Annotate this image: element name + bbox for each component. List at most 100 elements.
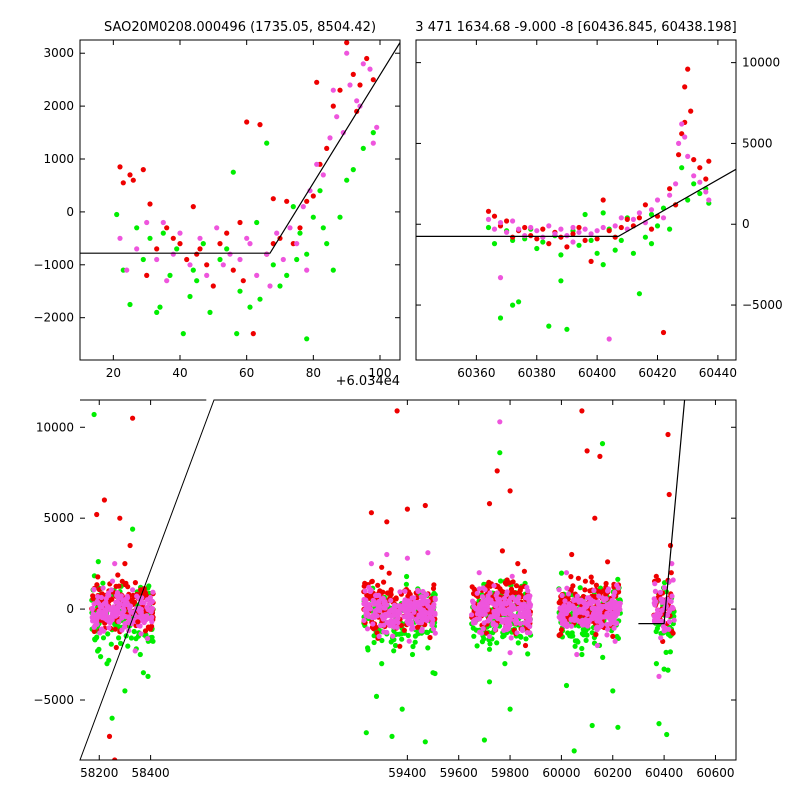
data-point xyxy=(679,165,685,171)
data-point xyxy=(504,229,510,235)
cluster-point xyxy=(572,638,579,644)
cluster-point xyxy=(518,585,524,591)
cluster-point xyxy=(653,599,659,605)
data-point xyxy=(615,724,621,730)
cluster-point xyxy=(582,578,589,584)
plot-area xyxy=(89,400,686,760)
fit-line xyxy=(416,168,736,237)
cluster-point xyxy=(654,607,661,613)
data-point xyxy=(522,224,528,231)
cluster-point xyxy=(561,620,567,626)
cluster-point xyxy=(478,630,485,636)
cluster-point xyxy=(490,620,496,626)
data-point xyxy=(237,288,243,294)
cluster-point xyxy=(382,599,388,605)
data-point xyxy=(337,214,343,220)
data-point xyxy=(706,197,712,203)
cluster-point xyxy=(430,626,437,632)
data-point xyxy=(164,225,170,231)
data-point xyxy=(145,673,151,680)
cluster-point xyxy=(527,593,533,599)
cluster-point xyxy=(113,583,119,590)
cluster-point xyxy=(113,644,119,651)
data-point xyxy=(636,215,643,221)
cluster-point xyxy=(666,619,673,625)
data-point xyxy=(564,244,570,250)
cluster-point xyxy=(517,612,523,618)
data-point xyxy=(280,256,286,263)
cluster-point xyxy=(148,608,154,614)
data-point xyxy=(224,246,230,252)
cluster-point xyxy=(125,602,131,608)
cluster-point xyxy=(96,608,102,614)
cluster-point xyxy=(558,570,565,576)
cluster-point xyxy=(508,635,514,641)
cluster-point xyxy=(486,579,492,586)
data-point xyxy=(582,226,588,232)
data-point xyxy=(344,40,350,46)
cluster-point xyxy=(558,607,564,613)
data-point xyxy=(661,666,667,672)
data-point xyxy=(368,510,374,516)
data-point xyxy=(497,419,503,425)
cluster-point xyxy=(379,596,385,602)
data-point xyxy=(552,231,558,237)
data-point xyxy=(540,226,546,232)
cluster-point xyxy=(506,609,513,615)
data-point xyxy=(584,448,590,454)
data-point xyxy=(364,55,370,62)
data-point xyxy=(142,628,149,634)
cluster-point xyxy=(503,592,510,598)
data-point xyxy=(630,250,637,256)
cluster-point xyxy=(511,590,518,596)
data-point xyxy=(384,519,390,525)
data-point xyxy=(94,511,100,518)
cluster-point xyxy=(588,574,594,580)
cluster-point xyxy=(614,633,620,640)
data-point xyxy=(160,219,166,226)
data-point xyxy=(528,224,534,231)
data-point xyxy=(284,272,290,278)
data-point xyxy=(404,506,410,512)
y-tick-label: 10000 xyxy=(36,420,74,434)
cluster-point xyxy=(617,606,623,613)
data-point xyxy=(653,661,660,667)
cluster-point xyxy=(100,580,106,586)
cluster-point xyxy=(415,588,421,595)
cluster-point xyxy=(381,579,387,585)
data-point xyxy=(144,272,150,278)
data-point xyxy=(373,693,380,700)
cluster-point xyxy=(409,595,415,601)
data-point xyxy=(314,79,320,85)
data-point xyxy=(132,648,138,654)
y-tick-label: −5000 xyxy=(742,298,783,312)
data-point xyxy=(648,207,655,213)
data-point xyxy=(250,331,256,337)
data-point xyxy=(600,197,606,203)
cluster-point xyxy=(397,643,403,649)
data-point xyxy=(630,216,637,222)
data-point xyxy=(618,224,624,231)
cluster-point xyxy=(471,633,477,639)
cluster-point xyxy=(670,630,676,636)
cluster-point xyxy=(470,625,476,631)
data-point xyxy=(491,241,498,247)
data-point xyxy=(654,223,661,229)
cluster-point xyxy=(100,635,107,641)
cluster-point xyxy=(425,645,431,651)
cluster-point xyxy=(472,605,478,611)
data-point xyxy=(546,241,552,247)
cluster-point xyxy=(369,579,375,585)
cluster-point xyxy=(667,649,674,655)
cluster-point xyxy=(588,600,594,606)
x-tick-label: 59600 xyxy=(440,766,478,780)
data-point xyxy=(404,555,410,561)
data-point xyxy=(509,234,516,240)
cluster-point xyxy=(369,615,375,621)
data-point xyxy=(648,241,655,247)
cluster-point xyxy=(140,670,146,676)
data-point xyxy=(515,561,521,567)
data-point xyxy=(160,230,166,236)
data-point xyxy=(588,231,594,237)
cluster-point xyxy=(568,574,574,580)
